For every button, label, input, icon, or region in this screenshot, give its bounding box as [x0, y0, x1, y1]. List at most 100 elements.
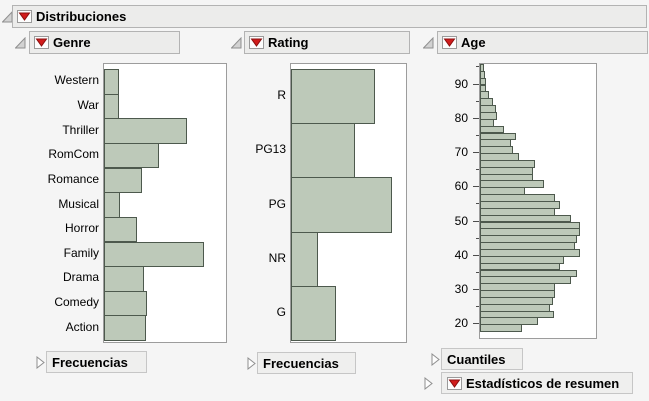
age-bar-40[interactable]: [480, 248, 580, 257]
outline-header-cuantiles[interactable]: Cuantiles: [441, 348, 523, 370]
age-bar-54[interactable]: [480, 201, 560, 209]
axis-category-label: G: [276, 304, 286, 319]
age-bar-60[interactable]: [480, 180, 544, 189]
axis-tick-label: 90: [454, 76, 468, 91]
age-bar-62[interactable]: [480, 173, 534, 182]
rating-bar-pg[interactable]: [291, 177, 393, 233]
rating-bar-g[interactable]: [291, 285, 336, 341]
genre-bar-romance[interactable]: [104, 167, 142, 194]
age-bar-28[interactable]: [480, 290, 556, 298]
panel-title-age: Age: [461, 35, 486, 50]
age-bar-84[interactable]: [480, 98, 493, 107]
age-bar-78[interactable]: [480, 118, 494, 127]
axis-major-tick: [473, 323, 479, 325]
axis-tick-label: 80: [454, 110, 468, 125]
axis-minor-tick: [476, 237, 479, 239]
genre-bar-action[interactable]: [104, 315, 146, 341]
outline-header-frecuencias-genre[interactable]: Frecuencias: [46, 351, 147, 373]
axis-category-label: Thriller: [62, 122, 99, 137]
axis-category-label: PG13: [255, 142, 286, 157]
genre-bar-comedy[interactable]: [104, 290, 147, 317]
age-plot-frame[interactable]: [479, 63, 597, 339]
axis-category-label: Musical: [58, 196, 99, 211]
age-bar-72[interactable]: [480, 139, 512, 148]
age-bar-86[interactable]: [480, 91, 490, 100]
disclosure-open-icon[interactable]: [14, 36, 26, 49]
outline-header-age[interactable]: Age: [437, 31, 648, 54]
outline-header-distribuciones[interactable]: Distribuciones: [12, 5, 647, 28]
genre-bar-musical[interactable]: [104, 192, 120, 218]
genre-bar-drama[interactable]: [104, 266, 145, 292]
age-bar-18[interactable]: [480, 324, 522, 333]
age-bar-70[interactable]: [480, 146, 513, 154]
age-bar-94[interactable]: [480, 64, 484, 72]
age-bar-88[interactable]: [480, 84, 486, 93]
axis-major-tick: [473, 220, 479, 222]
disclosure-open-icon[interactable]: [422, 36, 434, 49]
axis-tick-label: 30: [454, 282, 468, 296]
age-bar-66[interactable]: [480, 159, 535, 168]
age-bar-34[interactable]: [480, 269, 578, 278]
axis-category-label: Comedy: [54, 295, 99, 309]
axis-category-label: Western: [54, 73, 99, 88]
age-bar-76[interactable]: [480, 125, 505, 134]
age-bar-58[interactable]: [480, 187, 526, 196]
age-bar-42[interactable]: [480, 242, 576, 250]
age-bar-74[interactable]: [480, 132, 516, 141]
axis-category-label: Horror: [64, 221, 99, 236]
age-bar-52[interactable]: [480, 207, 556, 216]
rating-plot-frame[interactable]: [290, 63, 407, 343]
outline-header-frecuencias-rating[interactable]: Frecuencias: [257, 352, 356, 374]
age-bar-56[interactable]: [480, 194, 556, 202]
red-triangle-menu-icon[interactable]: [442, 36, 457, 49]
genre-bar-western[interactable]: [104, 69, 119, 95]
red-triangle-menu-icon[interactable]: [447, 376, 462, 390]
axis-major-tick: [473, 186, 479, 188]
age-bar-44[interactable]: [480, 235, 578, 244]
red-triangle-menu-icon[interactable]: [34, 36, 49, 49]
age-bar-38[interactable]: [480, 255, 564, 264]
rating-bar-pg13[interactable]: [291, 123, 356, 179]
age-bar-20[interactable]: [480, 317, 538, 326]
age-bar-82[interactable]: [480, 105, 497, 113]
age-bar-26[interactable]: [480, 296, 554, 305]
outline-header-genre[interactable]: Genre: [29, 31, 180, 54]
age-bar-92[interactable]: [480, 70, 485, 79]
age-bar-90[interactable]: [480, 77, 486, 86]
age-bar-36[interactable]: [480, 262, 560, 271]
disclosure-closed-icon[interactable]: [424, 376, 435, 391]
age-bar-30[interactable]: [480, 283, 556, 291]
age-bar-64[interactable]: [480, 166, 534, 175]
disclosure-closed-icon[interactable]: [247, 356, 258, 371]
disclosure-closed-icon[interactable]: [431, 352, 442, 367]
genre-bar-family[interactable]: [104, 241, 204, 268]
red-triangle-menu-icon[interactable]: [249, 36, 264, 49]
disclosure-closed-icon[interactable]: [36, 355, 47, 370]
rating-bar-r[interactable]: [291, 69, 375, 125]
axis-category-label: NR: [268, 250, 286, 265]
genre-bar-romcom[interactable]: [104, 142, 159, 169]
outline-header-estadisticos-de-resumen[interactable]: Estadísticos de resumen: [441, 372, 633, 394]
age-bar-46[interactable]: [480, 228, 580, 237]
age-bar-48[interactable]: [480, 221, 580, 230]
axis-major-tick: [473, 117, 479, 119]
genre-bar-horror[interactable]: [104, 216, 137, 243]
axis-minor-tick: [476, 271, 479, 273]
axis-minor-tick: [476, 306, 479, 308]
outline-header-rating[interactable]: Rating: [244, 31, 410, 54]
age-bar-24[interactable]: [480, 303, 550, 312]
genre-bar-thriller[interactable]: [104, 118, 187, 144]
disclosure-open-icon[interactable]: [230, 36, 242, 49]
age-bar-68[interactable]: [480, 153, 520, 161]
age-bar-80[interactable]: [480, 111, 498, 120]
footer-label: Frecuencias: [52, 354, 128, 370]
genre-bar-war[interactable]: [104, 93, 119, 120]
red-triangle-menu-icon[interactable]: [17, 10, 32, 23]
rating-bar-nr[interactable]: [291, 231, 318, 287]
rating-histogram: R PG13 PG NR G: [240, 63, 407, 343]
axis-tick-label: 60: [454, 179, 468, 194]
age-bar-22[interactable]: [480, 310, 555, 319]
age-bar-50[interactable]: [480, 214, 571, 223]
age-bar-32[interactable]: [480, 276, 571, 285]
genre-plot-frame[interactable]: [103, 63, 227, 343]
